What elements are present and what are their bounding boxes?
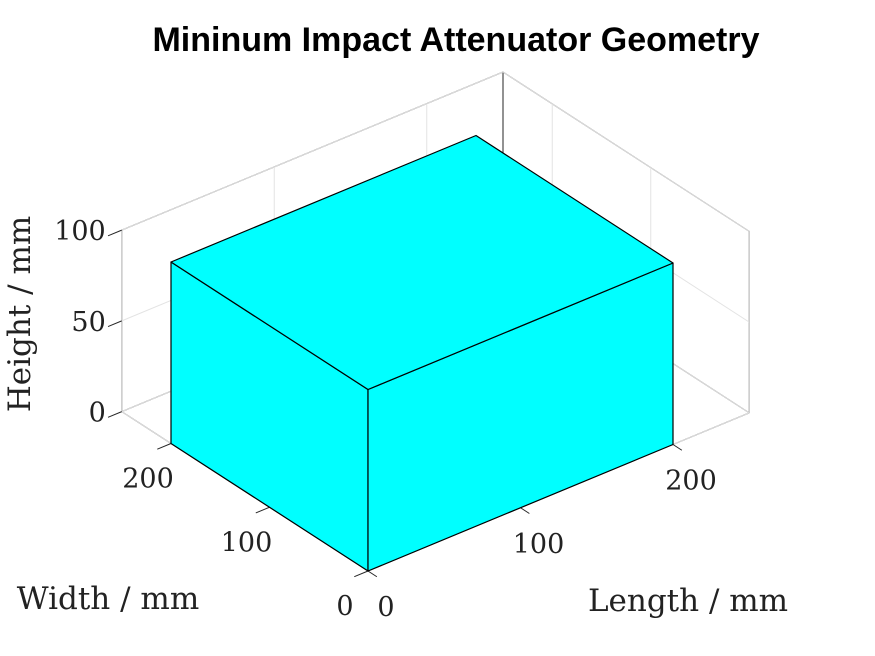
y-tick-mark	[255, 506, 270, 514]
chart-title: Mininum Impact Attenuator Geometry	[152, 21, 759, 59]
x-tick-mark	[520, 507, 530, 514]
grid-line-z-back	[121, 71, 504, 231]
z-axis-label: Height / mm	[2, 216, 38, 413]
attenuator-box	[170, 134, 674, 572]
z-tick-mark	[107, 411, 122, 418]
x-tick-label: 0	[377, 592, 394, 623]
tick-labels: 0 100 200 0 100 200 0 50 100	[54, 216, 717, 623]
grid-line-z-right	[502, 71, 750, 232]
tick-marks	[107, 229, 683, 578]
z-tick-label: 0	[89, 398, 106, 429]
x-tick-label: 200	[665, 466, 717, 497]
z-tick-mark	[107, 229, 122, 237]
x-axis-label: Length / mm	[588, 583, 788, 619]
y-tick-label: 100	[221, 527, 273, 558]
x-tick-mark	[672, 444, 683, 451]
x-tick-mark	[367, 570, 378, 578]
y-tick-mark	[157, 443, 172, 450]
z-tick-label: 50	[71, 307, 105, 338]
y-tick-mark	[354, 570, 369, 578]
x-tick-label: 100	[513, 529, 565, 560]
z-tick-label: 100	[54, 216, 106, 247]
y-tick-label: 200	[122, 464, 174, 495]
y-tick-label: 0	[336, 591, 353, 622]
y-axis-label: Width / mm	[17, 581, 199, 617]
z-tick-mark	[107, 320, 122, 328]
box-face-top	[170, 134, 674, 391]
